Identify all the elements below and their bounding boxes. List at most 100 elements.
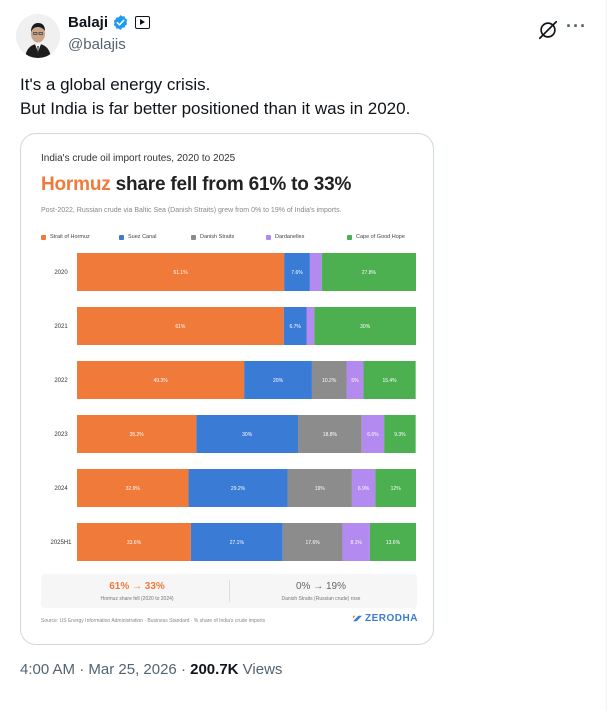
- summary-box: 61% → 33% Hormuz share fell (2020 to 202…: [41, 574, 417, 608]
- tweet-date[interactable]: Mar 25, 2026: [88, 661, 177, 678]
- legend-item: Dardanelles: [266, 234, 304, 240]
- bar-segment: [369, 523, 416, 561]
- brand-name: ZERODHA: [365, 613, 418, 624]
- bar-value-label: 6.6%: [367, 432, 379, 438]
- legend-label: Strait of Hormuz: [50, 234, 90, 240]
- legend-label: Suez Canal: [128, 234, 157, 240]
- bar-value-label: 13.6%: [386, 540, 401, 546]
- tweet-text: It's a global energy crisis. But India i…: [20, 73, 580, 121]
- summary-divider: [229, 580, 230, 602]
- bar-value-label: 61.1%: [173, 270, 188, 276]
- hormuz-change-caption: Hormuz share fell (2020 to 2024): [100, 596, 174, 602]
- bar-segment: [284, 253, 310, 291]
- bar-segment: [375, 469, 416, 507]
- category-label: 2022: [54, 378, 68, 384]
- bar-value-label: 19%: [315, 486, 326, 492]
- chart-note: Post-2022, Russian crude via Baltic Sea …: [41, 207, 342, 214]
- bar-segment: [351, 469, 376, 507]
- affiliation-badge-icon[interactable]: [135, 16, 151, 29]
- legend-item: Suez Canal: [119, 234, 156, 240]
- bar-segment: [314, 307, 416, 345]
- bar-value-label: 27.1%: [230, 540, 245, 546]
- stacked-bar-chart: 2020 61.1% 7.6% 27.8% 2021 61% 6.7% 30% 2022 49.3…: [50, 253, 416, 561]
- bar-segment: [77, 415, 197, 453]
- tweet-line-2: But India is far better positioned than …: [20, 99, 411, 118]
- bar-value-label: 33.6%: [127, 540, 142, 546]
- bar-segment: [361, 415, 385, 453]
- bar-segment: [342, 523, 370, 561]
- views-label: Views: [242, 661, 283, 678]
- media-image[interactable]: India's crude oil import routes, 2020 to…: [20, 133, 434, 645]
- bar-segment: [311, 361, 347, 399]
- bar-value-label: 6.9%: [358, 486, 370, 492]
- legend-item: Danish Straits: [191, 234, 234, 240]
- legend-swatch: [41, 234, 46, 240]
- bar-segment: [77, 253, 285, 291]
- author-name-row: Balaji: [68, 14, 151, 31]
- bar-segment: [384, 415, 416, 453]
- bar-value-label: 32.9%: [126, 486, 141, 492]
- bar-value-label: 6.7%: [289, 324, 301, 330]
- verified-badge-icon[interactable]: [112, 14, 129, 31]
- hormuz-change-value: 61% → 33%: [109, 581, 165, 592]
- legend-label: Danish Straits: [200, 234, 235, 240]
- bar-segment: [346, 361, 364, 399]
- bar-value-label: 27.8%: [362, 270, 377, 276]
- bar-segment: [282, 523, 343, 561]
- views-count: 200.7K: [190, 661, 239, 678]
- bar-segment: [287, 469, 352, 507]
- zerodha-mark-icon: [353, 615, 362, 622]
- bar-segment: [188, 469, 288, 507]
- category-label: 2025H1: [50, 540, 72, 546]
- display-name[interactable]: Balaji: [68, 14, 109, 31]
- category-label: 2020: [54, 270, 68, 276]
- headline-rest: share fell from 61% to 33%: [110, 174, 352, 195]
- chart-legend: Strait of Hormuz Suez Canal Danish Straits…: [41, 234, 417, 244]
- category-label: 2021: [54, 324, 68, 330]
- bar-value-label: 12%: [391, 486, 402, 492]
- tweet-time[interactable]: 4:00 AM: [20, 661, 76, 678]
- bar-segment: [363, 361, 416, 399]
- bar-value-label: 20%: [273, 378, 284, 384]
- bar-value-label: 9.3%: [394, 432, 406, 438]
- bar-value-label: 61%: [175, 324, 186, 330]
- bar-segment: [283, 307, 307, 345]
- bar-segment: [321, 253, 416, 291]
- legend-swatch: [266, 234, 271, 240]
- bar-segment: [244, 361, 312, 399]
- legend-item: Strait of Hormuz: [41, 234, 90, 240]
- danish-change-caption: Danish Straits (Russian crude) rose: [281, 596, 361, 602]
- chart-headline: Hormuz share fell from 61% to 33%: [41, 174, 351, 196]
- headline-accent: Hormuz: [41, 174, 111, 195]
- bar-value-label: 49.3%: [153, 378, 168, 384]
- grok-icon[interactable]: [537, 19, 559, 41]
- bar-value-label: 5%: [351, 378, 359, 384]
- bar-segment: [298, 415, 362, 453]
- legend-label: Dardanelles: [275, 234, 305, 240]
- bar-value-label: 18.8%: [323, 432, 338, 438]
- chart-source: Source: US Energy Information Administra…: [41, 618, 266, 624]
- bar-value-label: 29.2%: [231, 486, 246, 492]
- bar-value-label: 15.4%: [382, 378, 397, 384]
- legend-item: Cape of Good Hope: [347, 234, 405, 240]
- bar-segment: [196, 415, 299, 453]
- author-handle[interactable]: @balajis: [68, 36, 126, 53]
- bar-value-label: 10.2%: [322, 378, 337, 384]
- danish-change-value: 0% → 19%: [295, 581, 347, 592]
- more-options-icon[interactable]: ···: [566, 16, 587, 36]
- bar-value-label: 35.2%: [130, 432, 145, 438]
- category-label: 2024: [54, 486, 68, 492]
- legend-swatch: [191, 234, 196, 240]
- bar-value-label: 17.6%: [306, 540, 321, 546]
- legend-swatch: [119, 234, 124, 240]
- bar-segment: [77, 523, 191, 561]
- bar-segment: [306, 307, 315, 345]
- bar-value-label: 8.1%: [350, 540, 362, 546]
- tweet-meta: 4:00 AM · Mar 25, 2026 · 200.7K Views: [20, 661, 283, 678]
- chart-small-title: India's crude oil import routes, 2020 to…: [41, 153, 236, 164]
- avatar[interactable]: [16, 14, 60, 58]
- bar-segment: [309, 253, 322, 291]
- bar-value-label: 30%: [360, 324, 371, 330]
- bar-value-label: 7.6%: [291, 270, 303, 276]
